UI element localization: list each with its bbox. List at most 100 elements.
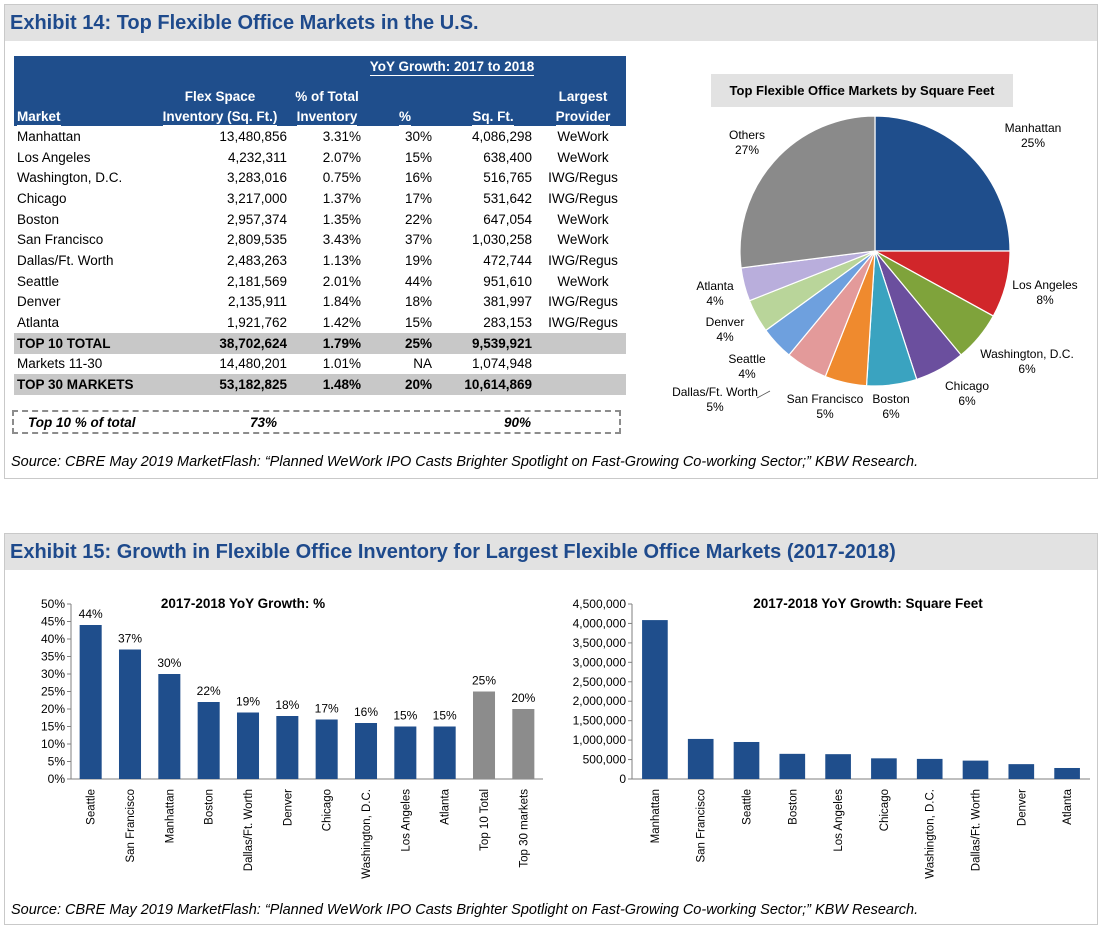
provider-header-line1: Largest (540, 78, 626, 104)
bar-value-label: 37% (118, 632, 142, 646)
bar (687, 738, 714, 779)
x-tick-label: Dallas/Ft. Worth (243, 789, 255, 871)
x-tick-label: Denver (282, 789, 294, 826)
cell-share: 1.35% (322, 211, 361, 227)
cell-share: 1.84% (322, 294, 361, 310)
provider-header-line2: Provider (555, 109, 611, 126)
pie-slice-label: Manhattan (1005, 121, 1062, 135)
pie-slice-value: 6% (882, 407, 900, 421)
bar (276, 716, 299, 779)
cell-growth-pct: 19% (404, 252, 432, 268)
cell-growth-sqft: 951,610 (483, 273, 532, 289)
bar-value-label: 17% (315, 702, 339, 716)
exhibit-15-title: Exhibit 15: Growth in Flexible Office In… (5, 534, 1097, 570)
exhibit-14-title: Exhibit 14: Top Flexible Office Markets … (5, 5, 1097, 41)
y-tick-label: 5% (48, 755, 66, 769)
cell-market: TOP 30 MARKETS (14, 374, 150, 395)
pie-slice-value: 6% (958, 394, 976, 408)
cell-growth-pct: 30% (404, 128, 432, 144)
cell-provider: IWG/Regus (548, 190, 618, 206)
cell-growth-sqft: 4,086,298 (471, 128, 532, 144)
cell-inventory: 2,483,263 (226, 252, 287, 268)
x-tick-label: Seattle (742, 789, 754, 825)
cell-share: 2.01% (322, 273, 361, 289)
bar-value-label: 44% (79, 607, 103, 621)
cell-market: Chicago (17, 190, 67, 206)
bar (118, 649, 142, 779)
pct-header-line1: % of Total (290, 78, 364, 104)
x-tick-label: San Francisco (125, 789, 137, 863)
bar (433, 726, 456, 779)
bar (197, 702, 220, 779)
pie-slice-value: 6% (1018, 362, 1036, 376)
y-tick-label: 35% (41, 650, 65, 664)
bar-value-label: 15% (433, 709, 457, 723)
pie-slice-label: Chicago (945, 379, 989, 393)
pie-slice-value: 4% (716, 330, 734, 344)
x-tick-label: Boston (204, 789, 216, 825)
growth-pct-bar-chart: 2017-2018 YoY Growth: % 0% 5% 10% 15% 20% 25%… (41, 596, 543, 879)
bar-value-label: 19% (236, 695, 260, 709)
top10-share-label: Top 10 % of total (28, 415, 136, 430)
cell-provider: IWG/Regus (548, 170, 618, 186)
cell-share: 1.13% (322, 252, 361, 268)
cell-market: TOP 10 TOTAL (14, 332, 150, 354)
bar (394, 726, 417, 779)
cell-growth-sqft: 283,153 (483, 315, 532, 331)
y-tick-label: 500,000 (583, 753, 627, 767)
pie-slice-label: Boston (872, 392, 909, 406)
growth-sqft-bar-chart: 2017-2018 YoY Growth: Square Feet 0 500,0… (573, 596, 1090, 879)
flex-header-line2: Inventory (Sq. Ft.) (162, 109, 278, 126)
cell-growth-sqft: 10,614,869 (446, 374, 540, 395)
cell-provider: IWG/Regus (548, 252, 618, 268)
pie-slice-value: 5% (706, 400, 724, 414)
cell-market: Manhattan (17, 128, 81, 144)
cell-share: 2.07% (322, 149, 361, 165)
table-row: Los Angeles 4,232,311 2.07% 15% 638,400 WeWor… (14, 147, 626, 168)
bar-value-label: 16% (354, 705, 378, 719)
cell-provider: WeWork (557, 232, 609, 248)
cell-growth-sqft: 1,074,948 (471, 356, 532, 372)
table-row: San Francisco 2,809,535 3.43% 37% 1,030,258 W… (14, 229, 626, 250)
cell-inventory: 14,480,201 (219, 356, 287, 372)
cell-market: Los Angeles (17, 149, 91, 165)
bar (512, 709, 535, 779)
cell-inventory: 3,283,016 (226, 170, 287, 186)
x-tick-label: Manhattan (650, 789, 662, 843)
flex-market-table: YoY Growth: 2017 to 2018 Flex Space % of… (14, 56, 626, 395)
markets-11-30-row: Markets 11-30 14,480,201 1.01% NA 1,074,948 (14, 354, 626, 375)
cell-share: 1.42% (322, 315, 361, 331)
table-row: Washington, D.C. 3,283,016 0.75% 16% 516,765… (14, 167, 626, 188)
cell-growth-sqft: 472,744 (483, 252, 532, 268)
y-tick-label: 10% (41, 737, 65, 751)
cell-inventory: 13,480,856 (219, 128, 287, 144)
pie-slice-label: Atlanta (696, 279, 734, 293)
x-tick-label: Top 30 markets (518, 789, 530, 868)
y-tick-label: 30% (41, 667, 65, 681)
pie-slice-label: San Francisco (787, 392, 864, 406)
cell-growth-pct: 44% (404, 273, 432, 289)
pie-title-box (711, 74, 1013, 107)
cell-growth-pct: 15% (404, 149, 432, 165)
pie-slice-label: Dallas/Ft. Worth (672, 385, 758, 399)
x-tick-label: Seattle (86, 789, 98, 825)
y-tick-label: 15% (41, 720, 65, 734)
pct-header-line2: Inventory (296, 109, 358, 126)
cell-market: Markets 11-30 (17, 356, 103, 372)
bar (79, 625, 102, 779)
pie-slice-value: 25% (1021, 136, 1045, 150)
bar (779, 753, 806, 779)
pie-slice-label: Denver (706, 315, 745, 329)
cell-share: 1.01% (322, 356, 361, 372)
x-tick-label: Los Angeles (400, 789, 412, 852)
bar (1054, 767, 1080, 779)
y-tick-label: 4,000,000 (573, 616, 627, 630)
x-tick-label: Dallas/Ft. Worth (971, 789, 983, 871)
cell-share: 1.79% (290, 332, 364, 354)
pie-slice (739, 115, 876, 269)
market-header: Market (17, 109, 61, 126)
x-tick-label: Washington, D.C. (925, 789, 937, 879)
cell-share: 3.43% (322, 232, 361, 248)
cell-inventory: 53,182,825 (150, 374, 290, 395)
cell-share: 3.31% (322, 128, 361, 144)
